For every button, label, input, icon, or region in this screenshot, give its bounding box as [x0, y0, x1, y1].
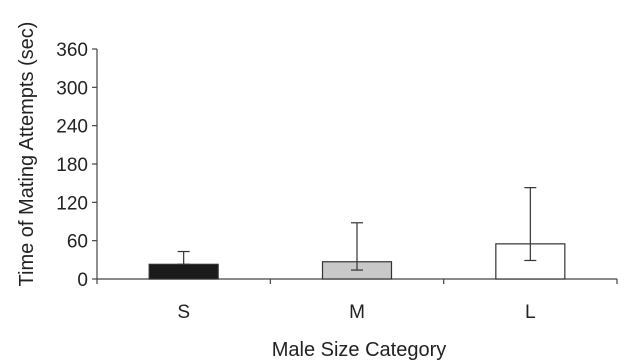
x-axis-title: Male Size Category [272, 339, 447, 361]
y-tick-label: 360 [56, 40, 88, 61]
y-tick-label: 180 [56, 155, 88, 176]
bar-S [148, 263, 219, 280]
y-axis: 0 60 120 180 240 300 360 [56, 40, 98, 291]
y-tick-label: 120 [56, 193, 88, 214]
x-tick-label-M: M [349, 302, 365, 323]
x-axis [96, 278, 618, 284]
y-tick-label: 0 [77, 270, 88, 291]
y-tick-label: 60 [67, 232, 88, 253]
y-tick-label: 240 [56, 117, 88, 138]
x-tick-label-S: S [177, 302, 190, 323]
y-tick-label: 300 [56, 78, 88, 99]
x-tick-label-L: L [525, 302, 536, 323]
y-axis-title: Time of Mating Attempts (sec) [16, 22, 38, 287]
error-bars [177, 187, 537, 271]
